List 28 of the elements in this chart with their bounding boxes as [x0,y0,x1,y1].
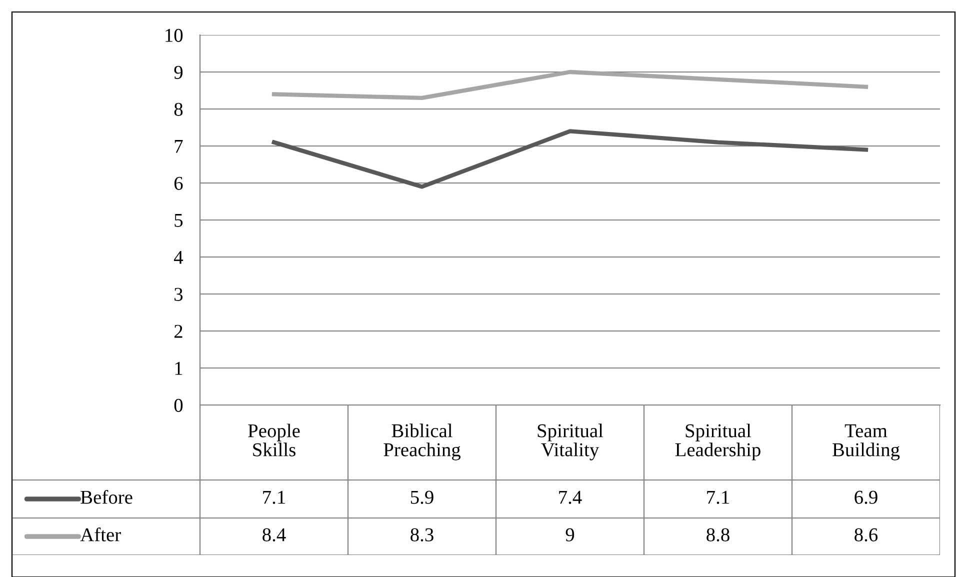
y-tick-label: 9 [174,66,183,79]
x-tick-label: Spiritual Vitality [538,424,604,460]
x-tick-label: Biblical Preaching [384,424,461,460]
y-tick-label: 8 [174,102,183,116]
data-label: 8.4 [262,528,286,542]
legend-label: After [80,527,121,542]
legend-label: Before [80,490,132,504]
y-tick-label: 5 [174,214,183,227]
y-tick-label: 1 [175,362,182,375]
data-label: 8.3 [410,528,434,542]
y-tick-label: 3 [174,288,183,301]
data-label: 7.1 [707,490,729,504]
data-label: 9 [566,528,574,542]
data-label: 5.9 [410,490,434,504]
y-tick-label: 10 [166,28,183,42]
data-label: 7.4 [559,490,582,504]
y-tick-label: 6 [174,176,183,190]
y-tick-label: 7 [174,140,183,153]
y-tick-label: 2 [174,324,182,338]
data-label: 8.6 [854,528,878,542]
x-tick-label: Team Building [832,424,900,460]
y-tick-label: 4 [174,250,184,264]
data-label: 7.1 [263,490,285,504]
y-tick-label: 0 [174,398,183,412]
data-label: 6.9 [854,490,878,504]
x-tick-label: Spiritual Leadership [675,424,760,460]
x-tick-label: People Skills [248,424,300,456]
data-label: 8.8 [706,528,730,542]
